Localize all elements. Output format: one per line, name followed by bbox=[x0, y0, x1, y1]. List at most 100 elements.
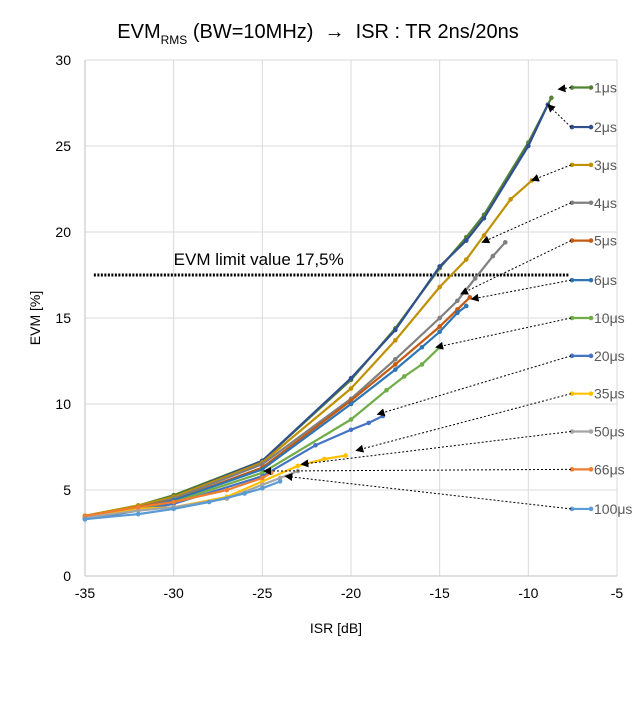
data-point bbox=[455, 298, 460, 304]
data-point bbox=[393, 327, 398, 333]
series-name-label: 35μs bbox=[594, 386, 625, 402]
series-label-group: 50μs bbox=[300, 424, 625, 468]
data-point bbox=[260, 475, 265, 481]
label-legend-marker bbox=[569, 277, 575, 283]
label-legend-marker bbox=[569, 429, 575, 434]
data-point bbox=[171, 499, 176, 505]
series-labels: 1μs 2μs 3μs 4μs 5μs 6μs 10μs 20μs 35μs 50μs 66μs 10… bbox=[263, 80, 632, 517]
data-point bbox=[348, 417, 354, 422]
series-line bbox=[84, 454, 346, 517]
label-arrow bbox=[530, 164, 572, 182]
data-point bbox=[401, 374, 407, 379]
data-point bbox=[82, 513, 88, 519]
data-point bbox=[437, 315, 442, 321]
y-tick-label: 0 bbox=[63, 568, 71, 584]
label-legend-marker bbox=[588, 124, 594, 130]
label-legend-marker bbox=[569, 353, 575, 359]
data-point bbox=[366, 420, 372, 426]
data-point bbox=[313, 442, 318, 448]
label-arrow bbox=[376, 355, 572, 417]
series-name-label: 3μs bbox=[594, 157, 617, 173]
data-point bbox=[260, 485, 265, 491]
label-legend-marker bbox=[569, 200, 575, 206]
label-arrow bbox=[355, 393, 572, 453]
series-label-group: 3μs bbox=[530, 157, 617, 182]
data-point bbox=[455, 310, 460, 316]
series-label-group: 100μs bbox=[284, 473, 632, 517]
series-label-group: 66μs bbox=[263, 461, 625, 477]
y-tick-label: 20 bbox=[55, 224, 71, 240]
series-name-label: 2μs bbox=[594, 119, 617, 135]
data-point bbox=[463, 257, 469, 262]
data-point bbox=[384, 387, 389, 393]
y-tick-label: 5 bbox=[63, 482, 71, 498]
label-arrow bbox=[460, 240, 572, 295]
label-legend-marker bbox=[569, 315, 575, 321]
y-axis-label: EVM [%] bbox=[27, 291, 43, 345]
x-tick-label: -30 bbox=[164, 585, 184, 601]
series-name-label: 50μs bbox=[594, 424, 625, 440]
x-tick-label: -25 bbox=[252, 585, 272, 601]
label-legend-marker bbox=[588, 200, 594, 206]
chart-title: EVMRMS (BW=10MHz) → ISR : TR 2ns/20ns bbox=[117, 21, 518, 47]
series-label-group: 5μs bbox=[460, 233, 617, 295]
data-point bbox=[437, 329, 442, 335]
data-point bbox=[502, 240, 508, 245]
data-point bbox=[343, 453, 348, 458]
data-point bbox=[393, 356, 398, 362]
limit-line-group: EVM limit value 17,5% bbox=[93, 250, 570, 277]
label-arrow bbox=[470, 279, 572, 302]
x-tick-label: -35 bbox=[75, 585, 95, 601]
data-point bbox=[393, 367, 398, 372]
label-legend-marker bbox=[569, 506, 575, 512]
y-tick-label: 30 bbox=[55, 52, 71, 68]
data-point bbox=[393, 362, 398, 367]
series-name-label: 66μs bbox=[594, 461, 625, 477]
series-label-group: 6μs bbox=[470, 272, 617, 302]
label-legend-marker bbox=[588, 353, 594, 359]
data-point bbox=[437, 324, 442, 329]
label-legend-marker bbox=[588, 277, 594, 283]
data-point bbox=[260, 479, 265, 484]
label-arrow bbox=[300, 431, 572, 468]
series-name-label: 100μs bbox=[594, 501, 632, 517]
label-legend-marker bbox=[569, 85, 575, 90]
data-point bbox=[348, 398, 354, 403]
data-point bbox=[467, 295, 473, 300]
data-point bbox=[490, 253, 496, 259]
x-tick-label: -15 bbox=[430, 585, 450, 601]
series-label-group: 2μs bbox=[547, 104, 617, 135]
data-point bbox=[419, 344, 425, 350]
series-name-label: 4μs bbox=[594, 195, 617, 211]
data-point bbox=[393, 338, 398, 343]
data-point bbox=[224, 487, 230, 493]
label-legend-marker bbox=[569, 162, 575, 168]
x-axis-label: ISR [dB] bbox=[310, 620, 362, 636]
data-point bbox=[135, 504, 141, 510]
data-point bbox=[242, 491, 247, 496]
data-point bbox=[419, 362, 425, 367]
series-name-label: 5μs bbox=[594, 233, 617, 249]
label-legend-marker bbox=[588, 391, 594, 396]
data-point bbox=[348, 427, 354, 433]
label-legend-marker bbox=[588, 85, 594, 90]
x-tick-label: -5 bbox=[611, 585, 624, 601]
label-arrow bbox=[547, 104, 572, 128]
data-point bbox=[526, 143, 531, 149]
series-label-group: 35μs bbox=[355, 386, 625, 453]
series-name-label: 1μs bbox=[594, 80, 617, 96]
data-point bbox=[380, 413, 386, 419]
data-point bbox=[508, 197, 513, 202]
title-subscript: RMS bbox=[161, 33, 188, 47]
data-point bbox=[295, 463, 301, 469]
label-legend-marker bbox=[588, 162, 594, 168]
data-point bbox=[348, 375, 354, 381]
data-point bbox=[135, 511, 141, 517]
series bbox=[82, 470, 274, 519]
data-point bbox=[348, 401, 354, 407]
title-main: EVM bbox=[117, 21, 160, 43]
data-point bbox=[322, 456, 327, 462]
label-legend-marker bbox=[588, 506, 594, 512]
